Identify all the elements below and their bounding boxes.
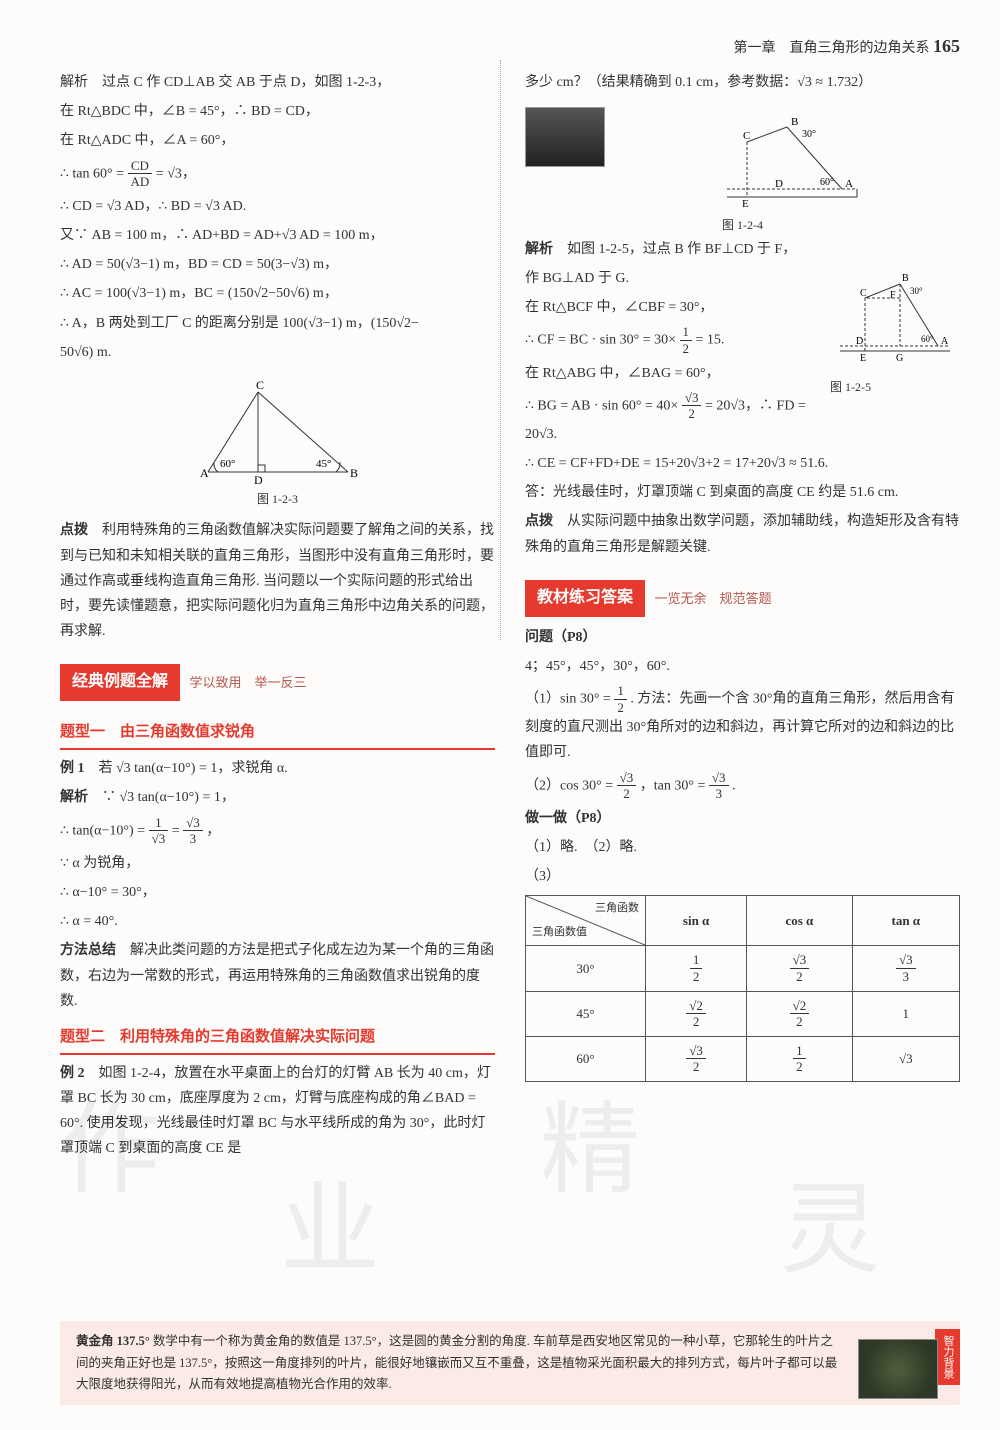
side-tab: 智力背景 [935,1329,960,1385]
svg-text:D: D [856,336,863,347]
section-subtitle: 学以致用 举一反三 [190,675,307,690]
svg-text:E: E [860,353,866,364]
svg-text:60°: 60° [220,458,235,470]
topic-type-1: 题型一 由三角函数值求锐角 [60,719,495,750]
svg-text:F: F [890,290,896,301]
svg-text:30°: 30° [910,286,923,296]
svg-text:60°: 60° [820,177,834,188]
text: （3） [525,864,960,889]
text: ∴ α−10° = 30°， [60,880,495,905]
text: ∴ α = 40°. [60,909,495,934]
text: ∵ α 为锐角， [60,851,495,876]
svg-text:60°: 60° [921,334,934,344]
svg-text:30°: 30° [802,129,816,140]
figure-label: 图 1-2-3 [60,489,495,511]
figure-1-2-5: C B A E D G F 30° 60° 图 1-2-5 [830,266,960,399]
figure-1-2-4: C B A E D 30° 60° [525,107,960,207]
svg-text:C: C [256,378,264,392]
table-row: 60° √32 12 √3 [526,1036,960,1081]
col-header: cos α [747,896,852,946]
lamp-diagram-2: C B A E D G F 30° 60° [830,266,960,366]
text: 解析 如图 1-2-5，过点 B 作 BF⊥CD 于 F， [525,237,960,262]
table-row: 30° 12 √32 √33 [526,946,960,991]
text: ∴ tan 60° = CDAD = √3， [60,158,495,190]
text: 50√6) m. [60,340,495,365]
tip-paragraph: 点拨 利用特殊角的三角函数值解决实际问题要了解角之间的关系，找到与已知和未知相关… [60,518,495,644]
svg-text:A: A [200,466,209,480]
text: ∴ AD = 50(√3−1) m，BD = CD = 50(3−√3) m， [60,252,495,277]
example-2: 例 2 如图 1-2-4，放置在水平桌面上的台灯的灯臂 AB 长为 40 cm，… [60,1061,495,1162]
svg-text:45°: 45° [316,458,331,470]
svg-text:A: A [941,336,949,347]
text: 解析 ∵ √3 tan(α−10°) = 1， [60,785,495,810]
text: 答：光线最佳时，灯罩顶端 C 到桌面的高度 CE 约是 51.6 cm. [525,480,960,505]
question-text: 多少 cm？（结果精确到 0.1 cm，参考数据：√3 ≈ 1.732） [525,70,960,95]
svg-text:C: C [860,288,867,299]
text: （2）cos 30° = √32 ，tan 30° = √33 . [525,770,960,802]
lamp-photo-icon [525,107,605,167]
section-banner-1: 经典例题全解 [60,664,180,701]
method-paragraph: 方法总结 解决此类问题的方法是把式子化成左边为某一个角的三角函数，右边为一常数的… [60,938,495,1014]
svg-text:E: E [742,198,749,207]
text: ∴ A，B 两处到工厂 C 的距离分别是 100(√3−1) m，(150√2− [60,311,495,336]
tip-paragraph: 点拨 从实际问题中抽象出数学问题，添加辅助线，构造矩形及含有特殊角的直角三角形是… [525,509,960,559]
table-diag-header: 三角函数值 三角函数 [526,896,646,946]
text: （1）略. （2）略. [525,835,960,860]
column-divider [500,60,501,640]
page-number: 165 [933,36,960,56]
svg-text:B: B [791,116,798,128]
lamp-diagram: C B A E D 30° 60° [707,107,867,207]
svg-text:G: G [896,353,903,364]
chapter-title: 第一章 直角三角形的边角关系 [734,41,930,56]
figure-1-2-3: C A B D 60° 45° 图 1-2-3 [60,377,495,511]
text: 又∵ AB = 100 m，∴ AD+BD = AD+√3 AD = 100 m… [60,223,495,248]
section-banner-row: 经典例题全解 学以致用 举一反三 [60,648,495,709]
col-header: sin α [646,896,747,946]
triangle-diagram: C A B D 60° 45° [188,377,368,487]
text: 在 Rt△ADC 中，∠A = 60°， [60,128,495,153]
left-column: 解析 过点 C 作 CD⊥AB 交 AB 于点 D，如图 1-2-3， 在 Rt… [60,30,495,1250]
svg-text:C: C [743,130,750,142]
text: 在 Rt△BDC 中，∠B = 45°，∴ BD = CD， [60,99,495,124]
right-column: 多少 cm？（结果精确到 0.1 cm，参考数据：√3 ≈ 1.732） C B… [525,30,960,1250]
section-subtitle: 一览无余 规范答题 [655,591,772,606]
svg-text:B: B [902,273,909,284]
text: （1）sin 30° = 12 . 方法：先画一个含 30°角的直角三角形，然后… [525,683,960,766]
footnote-body: 数学中有一个称为黄金角的数值是 137.5°，这是圆的黄金分割的角度. 车前草是… [76,1334,837,1391]
plant-photo-icon [858,1339,938,1399]
subsection-heading: 问题（P8） [525,625,960,650]
svg-text:D: D [254,473,263,487]
subsection-heading: 做一做（P8） [525,806,960,831]
footnote-title: 黄金角 137.5° [76,1334,150,1348]
section-banner-2: 教材练习答案 [525,580,645,617]
trig-table: 三角函数值 三角函数 sin α cos α tan α 30° 12 √32 … [525,895,960,1082]
figure-label: 图 1-2-4 [525,215,960,237]
section-banner-row: 教材练习答案 一览无余 规范答题 [525,564,960,625]
text: ∴ AC = 100(√3−1) m，BC = (150√2−50√6) m， [60,281,495,306]
text: 4；45°，45°，30°，60°. [525,654,960,679]
table-row: 45° √22 √22 1 [526,991,960,1036]
page-header: 第一章 直角三角形的边角关系 165 [734,30,961,62]
text: 解析 过点 C 作 CD⊥AB 交 AB 于点 D，如图 1-2-3， [60,70,495,95]
svg-text:D: D [775,178,783,190]
col-header: tan α [852,896,959,946]
figure-label: 图 1-2-5 [830,377,960,399]
svg-text:A: A [845,178,853,190]
text: ∴ CE = CF+FD+DE = 15+20√3+2 = 17+20√3 ≈ … [525,451,960,476]
footnote-box: 黄金角 137.5° 数学中有一个称为黄金角的数值是 137.5°，这是圆的黄金… [60,1321,960,1405]
text: ∴ tan(α−10°) = 1√3 = √33 ， [60,815,495,847]
example-1: 例 1 若 √3 tan(α−10°) = 1，求锐角 α. [60,756,495,781]
topic-type-2: 题型二 利用特殊角的三角函数值解决实际问题 [60,1024,495,1055]
tip-label: 点拨 [60,523,88,538]
text: ∴ CD = √3 AD，∴ BD = √3 AD. [60,194,495,219]
svg-text:B: B [350,466,358,480]
